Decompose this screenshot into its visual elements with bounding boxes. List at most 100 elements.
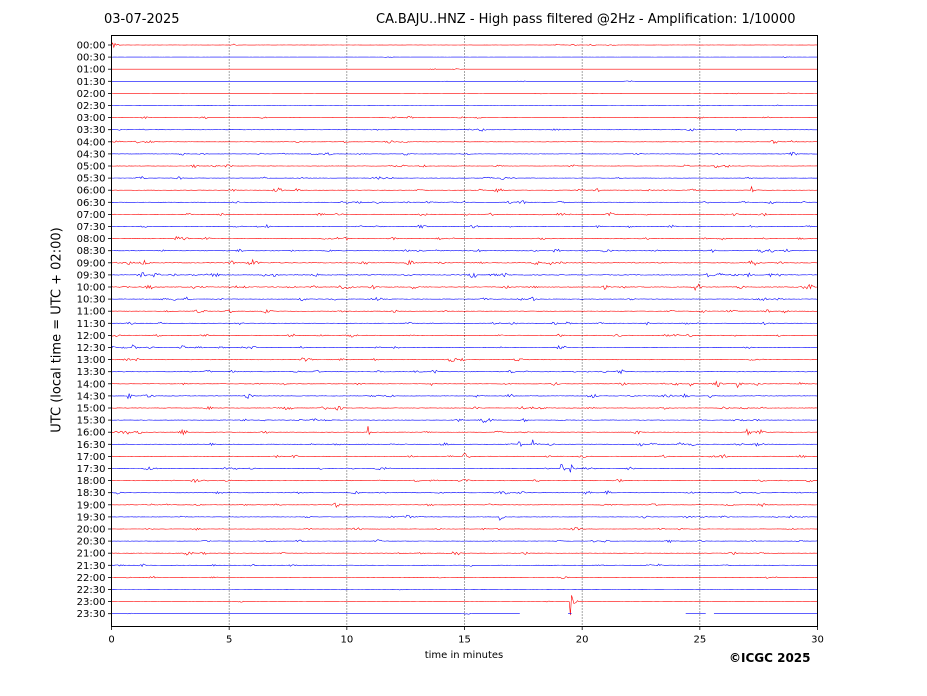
chart-title: CA.BAJU..HNZ - High pass filtered @2Hz -… (376, 12, 796, 27)
y-tick-label: 13:30 (77, 367, 106, 378)
trace-0800 (111, 235, 818, 241)
trace-0230 (111, 104, 818, 107)
y-tick-label: 22:30 (77, 585, 106, 596)
trace-0830 (111, 248, 818, 253)
trace-1130 (111, 321, 818, 326)
trace-1730 (111, 464, 818, 473)
y-tick-label: 12:30 (77, 343, 106, 354)
trace-0330 (111, 128, 818, 132)
y-tick-label: 16:30 (77, 440, 106, 451)
y-tick-label: 04:30 (77, 149, 106, 160)
y-tick-label: 07:30 (77, 222, 106, 233)
y-tick-label: 00:00 (77, 41, 106, 52)
trace-0130 (111, 80, 818, 83)
trace-1700 (111, 453, 818, 459)
y-tick-label: 08:00 (77, 234, 106, 245)
y-tick-label: 18:00 (77, 476, 106, 487)
trace-1600 (111, 426, 818, 436)
trace-0400 (111, 140, 818, 145)
x-tick-label: 10 (340, 635, 353, 646)
trace-1930 (111, 514, 818, 521)
y-tick-label: 19:30 (77, 512, 106, 523)
trace-1400 (111, 380, 818, 389)
trace-2200 (111, 575, 818, 579)
y-tick-label: 05:30 (77, 174, 106, 185)
y-tick-label: 02:00 (77, 89, 106, 100)
copyright-text: ©ICGC 2025 (729, 651, 811, 665)
y-tick-label: 17:30 (77, 464, 106, 475)
trace-0100 (111, 68, 818, 70)
y-axis-ticks: 00:0000:3001:0001:3002:0002:3003:0003:30… (77, 41, 112, 620)
y-tick-label: 07:00 (77, 210, 106, 221)
trace-1300 (111, 357, 818, 362)
y-tick-label: 03:00 (77, 113, 106, 124)
x-tick-label: 15 (458, 635, 471, 646)
x-axis-label: time in minutes (424, 650, 504, 661)
y-tick-label: 06:00 (77, 186, 106, 197)
trace-1630 (111, 439, 818, 447)
y-tick-label: 00:30 (77, 53, 106, 64)
trace-1100 (111, 309, 818, 314)
trace-0730 (111, 223, 818, 229)
y-tick-label: 23:00 (77, 597, 106, 608)
trace-2130 (111, 563, 818, 568)
y-tick-label: 01:30 (77, 77, 106, 88)
trace-2330 (111, 612, 818, 615)
grid-lines (228, 35, 701, 627)
y-tick-label: 05:00 (77, 162, 106, 173)
y-tick-label: 12:00 (77, 331, 106, 342)
x-tick-label: 0 (108, 635, 114, 646)
trace-1500 (111, 405, 818, 411)
y-tick-label: 20:00 (77, 525, 106, 536)
trace-0030 (111, 56, 818, 58)
trace-0930 (111, 272, 818, 279)
trace-0630 (111, 200, 818, 205)
trace-1230 (111, 344, 818, 350)
seismogram-traces (111, 42, 818, 616)
trace-1830 (111, 490, 818, 495)
trace-1800 (111, 478, 818, 483)
y-tick-label: 16:00 (77, 428, 106, 439)
trace-0500 (111, 164, 818, 169)
trace-1430 (111, 393, 818, 400)
y-tick-label: 10:00 (77, 283, 106, 294)
trace-2300 (111, 595, 818, 616)
trace-1900 (111, 502, 818, 509)
trace-1000 (111, 283, 818, 291)
trace-2230 (111, 588, 818, 591)
x-axis-ticks: 0 5 10 15 20 25 30 (108, 626, 824, 646)
x-tick-label: 25 (693, 635, 706, 646)
y-tick-label: 10:30 (77, 295, 106, 306)
y-tick-label: 11:00 (77, 307, 106, 318)
y-tick-label: 15:00 (77, 404, 106, 415)
trace-1200 (111, 333, 818, 338)
trace-0700 (111, 211, 818, 217)
y-tick-label: 19:00 (77, 500, 106, 511)
y-tick-label: 09:30 (77, 270, 106, 281)
trace-2100 (111, 551, 818, 556)
trace-1330 (111, 369, 818, 375)
y-tick-label: 22:00 (77, 573, 106, 584)
trace-0300 (111, 115, 818, 120)
y-tick-label: 15:30 (77, 416, 106, 427)
x-tick-label: 5 (226, 635, 232, 646)
y-tick-label: 11:30 (77, 319, 106, 330)
y-tick-label: 14:00 (77, 379, 106, 390)
y-tick-label: 20:30 (77, 537, 106, 548)
y-tick-label: 18:30 (77, 488, 106, 499)
trace-0200 (111, 92, 818, 95)
plot-frame (111, 35, 818, 627)
y-tick-label: 08:30 (77, 246, 106, 257)
trace-2000 (111, 527, 818, 531)
trace-0000 (111, 42, 818, 49)
y-tick-label: 04:00 (77, 137, 106, 148)
trace-0600 (111, 185, 818, 193)
x-tick-label: 20 (576, 635, 589, 646)
trace-2030 (111, 539, 818, 544)
y-tick-label: 01:00 (77, 65, 106, 76)
y-tick-label: 06:30 (77, 198, 106, 209)
date-label: 03-07-2025 (104, 12, 180, 27)
y-tick-label: 09:00 (77, 258, 106, 269)
trace-0430 (111, 151, 818, 157)
y-tick-label: 14:30 (77, 391, 106, 402)
